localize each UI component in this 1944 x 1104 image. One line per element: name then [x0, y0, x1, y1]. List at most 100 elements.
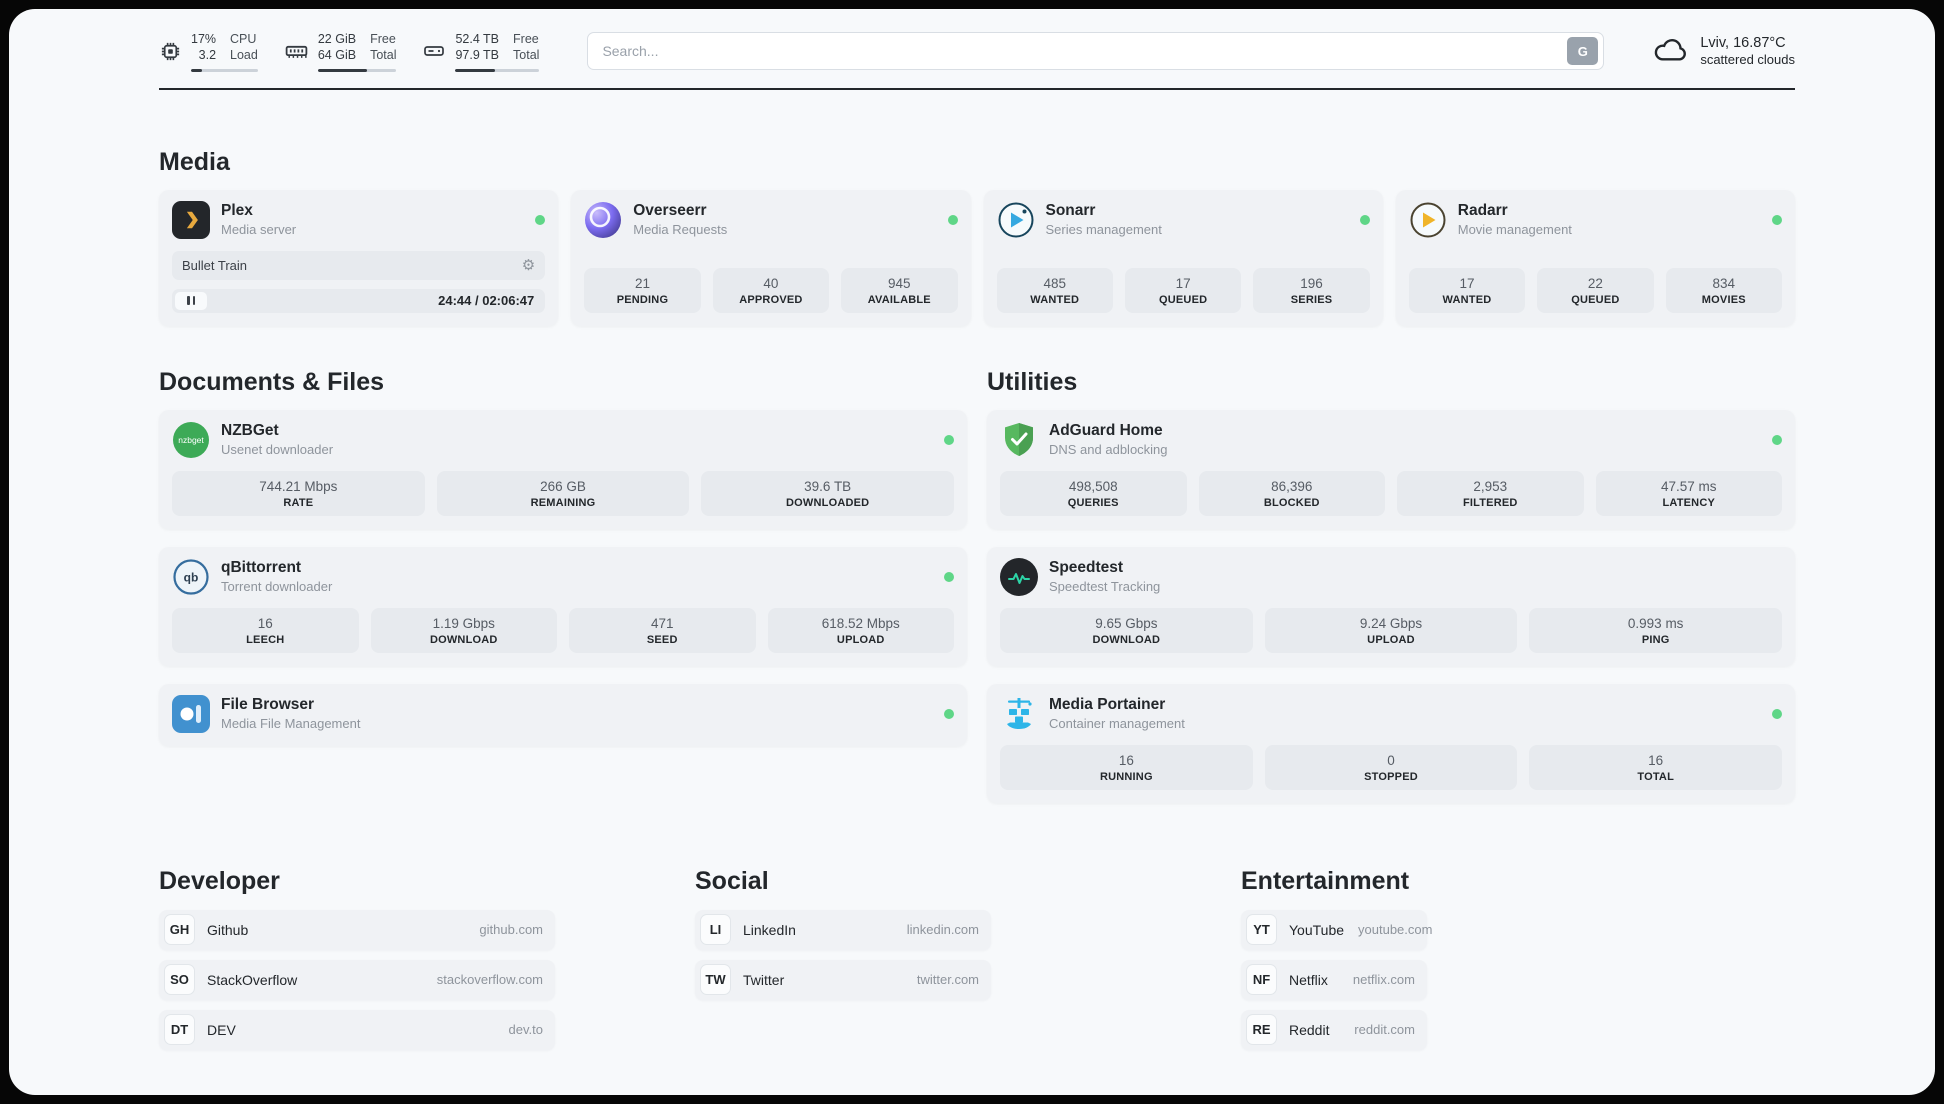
stat-label: WANTED — [1442, 293, 1492, 306]
bookmark-name: Reddit — [1289, 1021, 1330, 1038]
stat-label: PING — [1641, 633, 1670, 646]
media-section: Media Plex Media server Bullet Train ⚙ — [9, 148, 1935, 326]
youtube-badge: YT — [1246, 914, 1277, 945]
gear-icon[interactable]: ⚙ — [521, 256, 536, 274]
portainer-card[interactable]: Media Portainer Container management 16 … — [987, 683, 1795, 803]
nzbget-card[interactable]: nzbget NZBGet Usenet downloader 744.21 M… — [159, 409, 967, 529]
overseerr-card[interactable]: Overseerr Media Requests 21 PENDING 40 A… — [571, 189, 971, 326]
bookmark-stackoverflow[interactable]: SO StackOverflow stackoverflow.com — [159, 959, 555, 1000]
app-title: Sonarr — [1045, 202, 1096, 219]
stat-label: UPLOAD — [836, 633, 885, 646]
search-input[interactable] — [602, 43, 1568, 60]
qbittorrent-header: qb qBittorrent Torrent downloader — [172, 558, 954, 596]
dashboard-panel: 17% 3.2 CPU Load — [9, 9, 1935, 1095]
stat-label: LEECH — [246, 633, 285, 646]
cpu-label-1: CPU — [230, 32, 257, 46]
stat-label: FILTERED — [1462, 496, 1518, 509]
reddit-badge: RE — [1246, 1014, 1277, 1045]
social-column: Social LI LinkedIn linkedin.com TW Twitt… — [695, 867, 991, 1010]
stat-value: 945 — [888, 275, 911, 291]
stat-pending: 21 PENDING — [584, 267, 701, 313]
stat-running: 16 RUNNING — [1000, 744, 1253, 790]
playback-seek-bar[interactable]: 24:44 / 02:06:47 — [172, 288, 546, 313]
stat-leech: 16 LEECH — [172, 607, 359, 653]
bookmark-linkedin[interactable]: LI LinkedIn linkedin.com — [695, 909, 991, 950]
app-subtitle: Media Requests — [633, 222, 728, 237]
qbittorrent-icon: qb — [172, 558, 210, 596]
stat-label: DOWNLOAD — [429, 633, 498, 646]
bookmark-domain: netflix.com — [1352, 972, 1415, 987]
stat-value: 196 — [1300, 275, 1323, 291]
bookmark-name: StackOverflow — [207, 971, 298, 988]
qbittorrent-icon-text: qb — [184, 570, 199, 584]
bookmark-name: Twitter — [743, 971, 785, 988]
stat-value: 9.24 Gbps — [1359, 615, 1423, 631]
bookmark-dev[interactable]: DT DEV dev.to — [159, 1009, 555, 1050]
stat-label: REMAINING — [530, 496, 596, 509]
now-playing-title: Bullet Train — [182, 257, 248, 273]
status-online-dot — [947, 214, 958, 225]
app-title: Speedtest — [1049, 559, 1124, 576]
stat-filtered: 2,953 FILTERED — [1397, 470, 1584, 516]
stat-approved: 40 APPROVED — [712, 267, 830, 313]
status-online-dot — [944, 571, 954, 582]
sonarr-card[interactable]: Sonarr Series management 485 WANTED 17 Q… — [983, 189, 1383, 326]
stat-label: LATENCY — [1662, 496, 1716, 509]
bookmark-twitter[interactable]: TW Twitter twitter.com — [695, 959, 991, 1000]
stat-queued: 17 QUEUED — [1124, 267, 1242, 313]
pause-button[interactable] — [175, 291, 207, 310]
weather-location: Lviv, 16.87°C — [1700, 35, 1786, 52]
adguard-card[interactable]: AdGuard Home DNS and adblocking 498,508 … — [987, 409, 1795, 529]
bookmark-name: Netflix — [1289, 971, 1328, 988]
bookmark-netflix[interactable]: NF Netflix netflix.com — [1241, 959, 1427, 1000]
bookmark-reddit[interactable]: RE Reddit reddit.com — [1241, 1009, 1427, 1050]
stat-upload: 9.24 Gbps UPLOAD — [1264, 607, 1518, 653]
stat-value: 17 — [1175, 275, 1191, 291]
plex-card[interactable]: Plex Media server Bullet Train ⚙ 24:44 /… — [159, 189, 559, 326]
stat-label: DOWNLOAD — [1092, 633, 1161, 646]
radarr-card[interactable]: Radarr Movie management 17 WANTED 22 QUE… — [1395, 189, 1795, 326]
bookmark-youtube[interactable]: YT YouTube youtube.com — [1241, 909, 1432, 950]
stat-remaining: 266 GB REMAINING — [436, 470, 690, 516]
stat-value: 21 — [634, 275, 650, 291]
stat-download: 1.19 Gbps DOWNLOAD — [370, 607, 557, 653]
speedtest-card[interactable]: Speedtest Speedtest Tracking 9.65 Gbps D… — [987, 546, 1795, 666]
overseerr-icon — [584, 201, 622, 239]
speedtest-header: Speedtest Speedtest Tracking — [1000, 557, 1782, 596]
top-bar: 17% 3.2 CPU Load — [9, 9, 1935, 72]
ram-label-1: Free — [370, 32, 396, 46]
developer-heading: Developer — [159, 866, 280, 895]
qbittorrent-card[interactable]: qb qBittorrent Torrent downloader 16 LEE… — [159, 546, 967, 666]
media-grid: Plex Media server Bullet Train ⚙ 24:44 /… — [159, 189, 1795, 326]
stat-value: 471 — [650, 615, 674, 631]
disk-usage-bar — [455, 68, 540, 72]
filebrowser-card[interactable]: File Browser Media File Management — [159, 683, 967, 746]
stat-label: AVAILABLE — [867, 293, 931, 306]
stat-value: 16 — [1648, 752, 1664, 768]
stat-latency: 47.57 ms LATENCY — [1595, 470, 1782, 516]
app-subtitle: Media server — [221, 222, 297, 237]
social-heading: Social — [695, 866, 769, 895]
stat-wanted: 485 WANTED — [996, 267, 1113, 313]
search-engine-button[interactable]: G — [1567, 37, 1599, 66]
status-online-dot — [944, 434, 954, 445]
disk-total: 97.9 TB — [455, 48, 500, 63]
bookmark-domain: youtube.com — [1358, 922, 1433, 937]
stat-value: 9.65 Gbps — [1095, 615, 1158, 631]
stat-label: QUEUED — [1571, 293, 1620, 306]
nzbget-icon-text: nzbget — [178, 435, 204, 445]
app-title: qBittorrent — [221, 559, 302, 576]
stat-stopped: 0 STOPPED — [1264, 744, 1518, 790]
stat-label: PENDING — [616, 293, 669, 306]
stat-wanted: 17 WANTED — [1408, 267, 1526, 313]
stat-value: 16 — [257, 615, 273, 631]
utilities-heading: Utilities — [987, 367, 1078, 396]
status-online-dot — [1359, 214, 1370, 225]
plex-header: Plex Media server — [172, 200, 546, 239]
filebrowser-icon — [172, 694, 210, 733]
bookmark-github[interactable]: GH Github github.com — [159, 909, 555, 950]
speedtest-icon — [1000, 557, 1038, 596]
speedtest-stats: 9.65 Gbps DOWNLOAD 9.24 Gbps UPLOAD 0.99… — [1000, 596, 1783, 653]
now-playing-row: Bullet Train ⚙ — [172, 250, 546, 280]
entertainment-column: Entertainment YT YouTube youtube.com NF … — [1241, 867, 1432, 1060]
